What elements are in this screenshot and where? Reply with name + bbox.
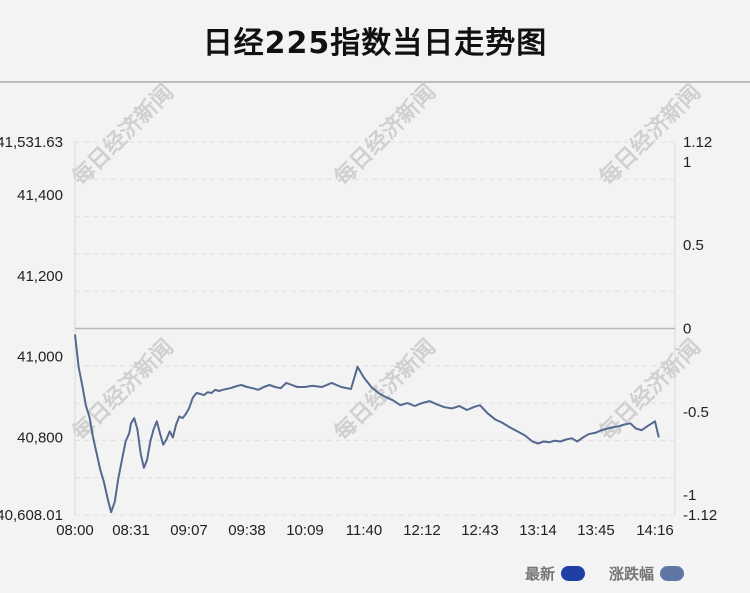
x-tick-label: 12:12 bbox=[403, 522, 441, 539]
y-right-tick-label: 1 bbox=[683, 154, 691, 171]
chart-legend: 最新 涨跌幅 bbox=[525, 563, 684, 584]
x-tick-label: 11:40 bbox=[346, 522, 382, 539]
watermark-text: 每日经济新闻 bbox=[329, 79, 441, 191]
legend-label-latest: 最新 bbox=[524, 565, 555, 583]
x-tick-label: 14:16 bbox=[636, 522, 674, 539]
y-right-tick-label: -1.12 bbox=[683, 507, 717, 524]
y-left-tick-label: 41,200 bbox=[17, 268, 63, 285]
y-left-tick-label: 40,608.01 bbox=[0, 507, 63, 524]
chart-title: 日经225指数当日走势图 bbox=[202, 26, 548, 61]
y-left-tick-label: 41,531.63 bbox=[0, 134, 63, 151]
y-left-tick-label: 41,400 bbox=[17, 187, 63, 204]
x-tick-label: 12:43 bbox=[461, 522, 499, 539]
x-tick-label: 10:09 bbox=[286, 522, 324, 539]
legend-swatch-change bbox=[660, 566, 684, 581]
y-right-tick-label: 0 bbox=[683, 321, 691, 338]
x-tick-label: 09:07 bbox=[170, 522, 208, 539]
y-left-tick-label: 41,000 bbox=[17, 349, 63, 366]
y-right-tick-label: -1 bbox=[683, 487, 696, 504]
y-right-tick-label: -0.5 bbox=[683, 404, 709, 421]
legend-label-change: 涨跌幅 bbox=[608, 565, 654, 583]
legend-swatch-latest bbox=[560, 566, 585, 581]
x-tick-label: 09:38 bbox=[228, 522, 266, 539]
y-left-tick-label: 40,800 bbox=[17, 429, 63, 446]
x-tick-label: 13:14 bbox=[519, 522, 557, 539]
x-tick-label: 08:00 bbox=[56, 522, 94, 539]
watermark-text: 每日经济新闻 bbox=[329, 334, 441, 446]
y-right-tick-label: 0.5 bbox=[683, 237, 704, 254]
x-tick-label: 13:45 bbox=[577, 522, 615, 539]
x-tick-label: 08:31 bbox=[112, 522, 150, 539]
title-divider bbox=[0, 81, 750, 83]
watermark-text: 每日经济新闻 bbox=[594, 334, 706, 446]
series-line-latest bbox=[74, 334, 660, 514]
watermark-text: 每日经济新闻 bbox=[67, 79, 179, 191]
y-right-tick-label: 1.12 bbox=[683, 134, 712, 151]
